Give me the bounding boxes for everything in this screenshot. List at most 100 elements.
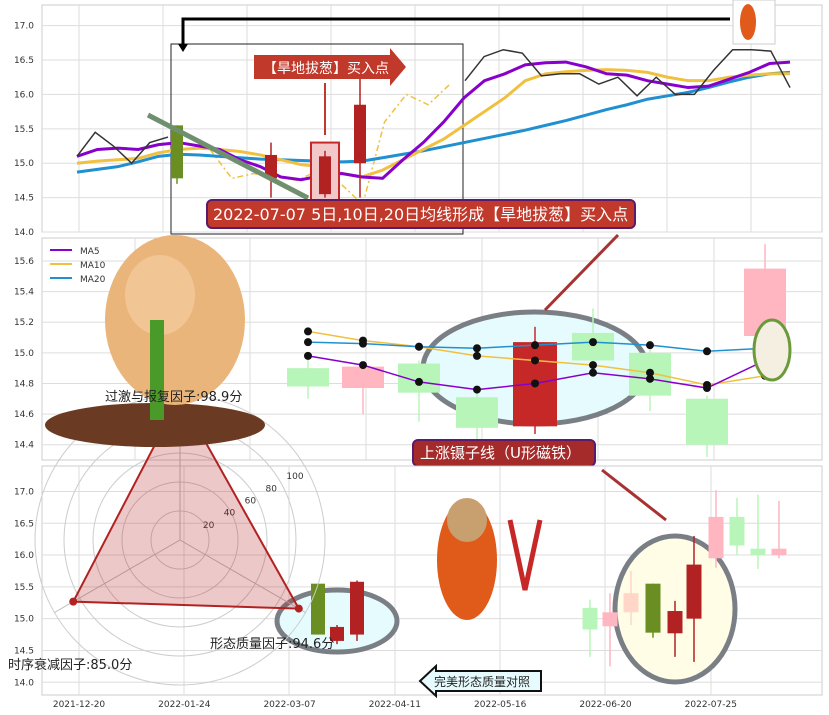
candle-body [265, 154, 277, 179]
radar-point [69, 597, 78, 606]
ma-marker [531, 356, 539, 365]
legend-ma20: MA20 [80, 275, 106, 285]
candle-body [171, 125, 183, 179]
candle-body [729, 516, 745, 546]
radar-tick: 60 [245, 496, 257, 506]
y-tick-label: 15.6 [14, 257, 34, 267]
radar-chart: 20 40 60 80 100 [34, 392, 326, 686]
ma5-line [76, 60, 791, 182]
panel-frame [41, 4, 823, 233]
radar-tick: 100 [286, 472, 303, 482]
pointer-arrow [543, 233, 620, 312]
candle-body [686, 398, 728, 445]
candle-body [330, 626, 344, 641]
scallion-icon [150, 320, 164, 420]
candle-body [456, 397, 498, 428]
y-tick-label: 14.8 [14, 379, 34, 389]
ma-marker [703, 347, 711, 356]
ma-marker [415, 377, 423, 386]
y-tick-label: 17.0 [14, 487, 34, 497]
bottom-panel: 14.0 14.5 15.0 15.5 16.0 16.5 17.0 2021-12-20 20… [14, 465, 823, 710]
ma-marker [646, 341, 654, 350]
candle-body [645, 583, 661, 633]
buy-point-arrow-label: 【旱地拔葱】买入点 [263, 61, 389, 77]
y-tick-label: 16.5 [14, 56, 34, 66]
arrowhead [178, 44, 188, 52]
candle-body [582, 607, 598, 630]
y-tick-label: 15.5 [14, 583, 34, 593]
candle-body [319, 156, 331, 195]
radar-point [294, 604, 303, 613]
ma-marker [589, 338, 597, 347]
ma-marker [531, 379, 539, 388]
candle-body [311, 583, 325, 635]
candle-body [287, 368, 329, 387]
y-tick-label: 17.0 [14, 22, 34, 32]
mascot-icon [740, 4, 756, 40]
y-tick-label: 14.0 [14, 678, 34, 688]
radar-tick: 20 [203, 521, 215, 531]
y-tick-label: 14.6 [14, 410, 34, 420]
ma-marker [589, 361, 597, 370]
candle-body [602, 612, 618, 627]
decorations [45, 0, 792, 620]
y-tick-label: 14.0 [14, 228, 34, 238]
quality-compare-label: 完美形态质量对照 [434, 674, 530, 689]
ma-marker [703, 384, 711, 393]
radar-area [71, 394, 301, 610]
ma-marker [415, 342, 423, 351]
y-tick-label: 15.4 [14, 288, 34, 298]
dog-mechanic-head [447, 498, 487, 542]
y-tick-label: 15.0 [14, 159, 34, 169]
quality-compare-arrow [418, 663, 542, 699]
ma-marker [473, 344, 481, 353]
candle-body [623, 593, 639, 613]
buy-point-annotation: 2022-07-07 5日,10日,20日均线形成【旱地拔葱】买入点 [213, 205, 628, 224]
ma-marker [473, 385, 481, 394]
y-tick-label: 15.2 [14, 318, 34, 328]
ma-marker [646, 368, 654, 377]
legend-ma10: MA10 [80, 261, 106, 271]
close-line [464, 48, 791, 97]
dirt-mound-illustration [45, 403, 265, 447]
y-tick-label: 14.5 [14, 646, 34, 656]
radar-axis [179, 539, 306, 613]
x-tick-label: 2022-06-20 [579, 700, 632, 710]
close-line [76, 131, 169, 165]
ma-marker [359, 339, 367, 348]
x-tick-label: 2022-07-25 [685, 700, 737, 710]
ma10-line [76, 68, 790, 179]
legend-ma5: MA5 [80, 247, 100, 257]
candle-body [708, 516, 724, 559]
radar-label-left: 时序衰减因子:85.0分 [8, 657, 132, 673]
highlight-ellipse [274, 587, 400, 655]
dog-head [125, 255, 195, 335]
top-panel: 14.0 14.5 15.0 15.5 16.0 16.5 17.0 [14, 4, 823, 238]
pointer-arrow [181, 17, 730, 48]
radar-label-top: 过激与报复因子:98.9分 [105, 390, 242, 405]
y-tick-label: 16.5 [14, 519, 34, 529]
radar-tick: 40 [224, 509, 236, 519]
tweezer-annotation: 上涨镊子线（U形磁铁） [420, 444, 581, 462]
x-tick-label: 2021-12-20 [53, 700, 106, 710]
ma-marker [473, 351, 481, 360]
candle-body [342, 366, 384, 389]
candle-body [350, 581, 364, 635]
x-tick-label: 2022-03-07 [263, 700, 315, 710]
y-tick-label: 16.0 [14, 551, 34, 561]
y-tick-label: 15.5 [14, 125, 34, 135]
ma-marker [359, 361, 367, 370]
y-tick-label: 14.4 [14, 441, 34, 451]
x-tick-label: 2022-04-11 [369, 700, 421, 710]
downtrend-arrow [146, 112, 310, 201]
scallion-cluster-icon [752, 318, 792, 382]
pliers-icon [507, 519, 543, 591]
ma-marker [646, 374, 654, 383]
radar-tick: 80 [266, 484, 278, 494]
radar-label-right: 形态质量因子:94.6分 [210, 637, 334, 652]
buy-point-arrow [254, 48, 406, 86]
y-tick-label: 16.0 [14, 90, 34, 100]
ma20-line [76, 70, 791, 174]
